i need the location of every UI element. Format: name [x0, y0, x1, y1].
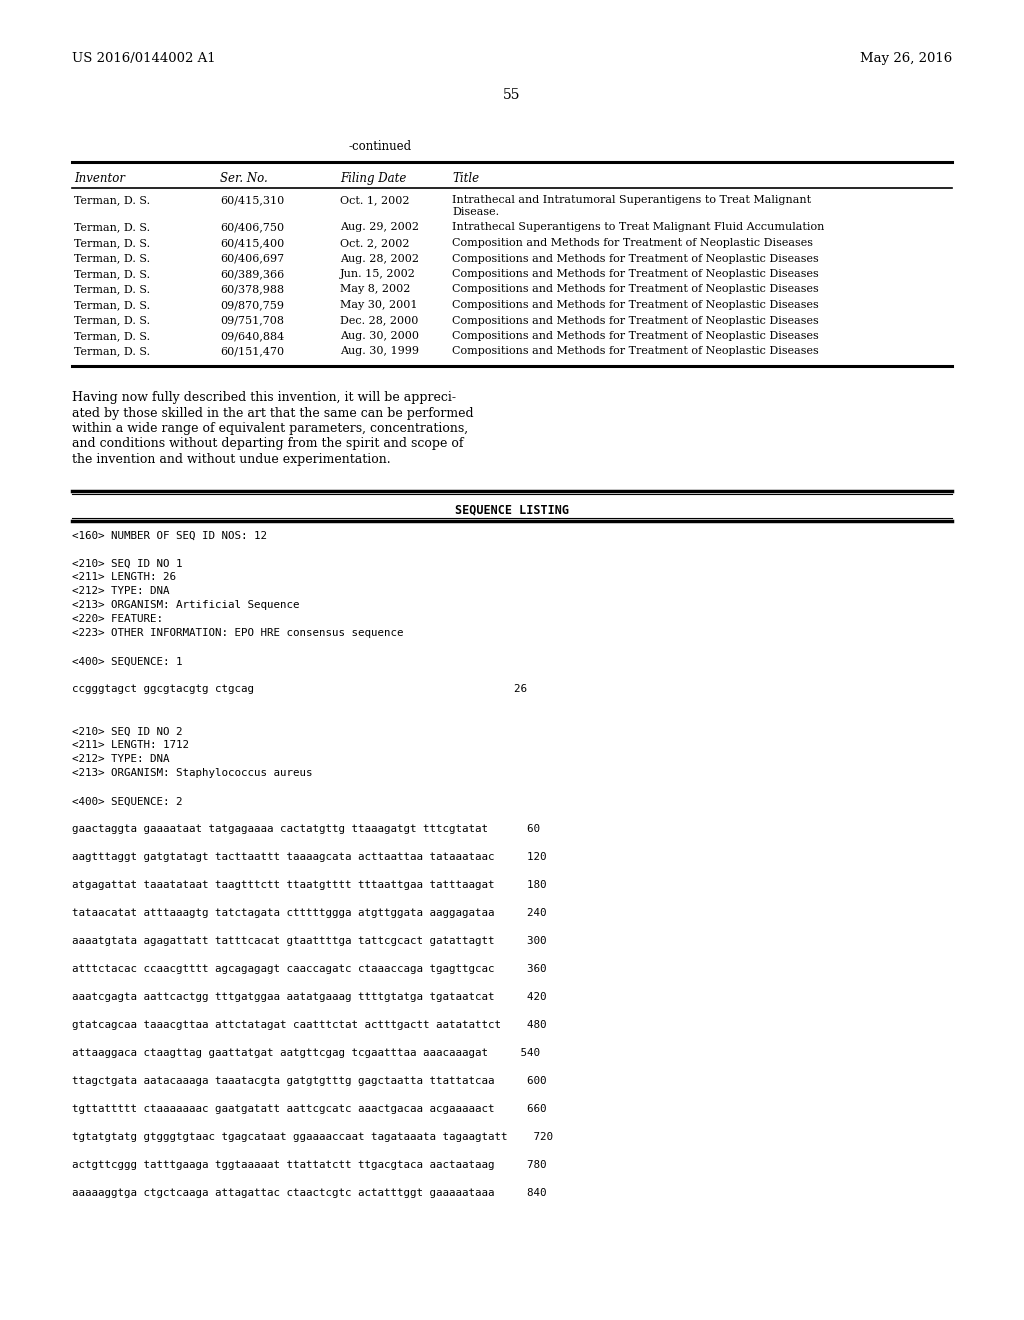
Text: May 8, 2002: May 8, 2002 [340, 285, 411, 294]
Text: Having now fully described this invention, it will be appreci-: Having now fully described this inventio… [72, 391, 456, 404]
Text: <400> SEQUENCE: 1: <400> SEQUENCE: 1 [72, 656, 182, 667]
Text: ated by those skilled in the art that the same can be performed: ated by those skilled in the art that th… [72, 407, 474, 420]
Text: aaaatgtata agagattatt tatttcacat gtaattttga tattcgcact gatattagtt     300: aaaatgtata agagattatt tatttcacat gtaattt… [72, 936, 547, 946]
Text: Intrathecal and Intratumoral Superantigens to Treat Malignant: Intrathecal and Intratumoral Superantige… [452, 195, 811, 205]
Text: actgttcggg tatttgaaga tggtaaaaat ttattatctt ttgacgtaca aactaataag     780: actgttcggg tatttgaaga tggtaaaaat ttattat… [72, 1160, 547, 1171]
Text: Compositions and Methods for Treatment of Neoplastic Diseases: Compositions and Methods for Treatment o… [452, 346, 819, 356]
Text: <212> TYPE: DNA: <212> TYPE: DNA [72, 755, 170, 764]
Text: 60/406,750: 60/406,750 [220, 223, 284, 232]
Text: May 26, 2016: May 26, 2016 [860, 51, 952, 65]
Text: Aug. 30, 2000: Aug. 30, 2000 [340, 331, 419, 341]
Text: ttagctgata aatacaaaga taaatacgta gatgtgtttg gagctaatta ttattatcaa     600: ttagctgata aatacaaaga taaatacgta gatgtgt… [72, 1077, 547, 1086]
Text: ccgggtagct ggcgtacgtg ctgcag                                        26: ccgggtagct ggcgtacgtg ctgcag 26 [72, 685, 527, 694]
Text: Dec. 28, 2000: Dec. 28, 2000 [340, 315, 419, 326]
Text: Compositions and Methods for Treatment of Neoplastic Diseases: Compositions and Methods for Treatment o… [452, 300, 819, 310]
Text: 55: 55 [503, 88, 521, 102]
Text: Aug. 29, 2002: Aug. 29, 2002 [340, 223, 419, 232]
Text: atgagattat taaatataat taagtttctt ttaatgtttt tttaattgaa tatttaagat     180: atgagattat taaatataat taagtttctt ttaatgt… [72, 880, 547, 891]
Text: Filing Date: Filing Date [340, 172, 407, 185]
Text: 60/389,366: 60/389,366 [220, 269, 285, 279]
Text: Terman, D. S.: Terman, D. S. [74, 223, 151, 232]
Text: 09/751,708: 09/751,708 [220, 315, 284, 326]
Text: gtatcagcaa taaacgttaa attctatagat caatttctat actttgactt aatatattct    480: gtatcagcaa taaacgttaa attctatagat caattt… [72, 1020, 547, 1031]
Text: 60/406,697: 60/406,697 [220, 253, 284, 264]
Text: Terman, D. S.: Terman, D. S. [74, 300, 151, 310]
Text: attaaggaca ctaagttag gaattatgat aatgttcgag tcgaatttaa aaacaaagat     540: attaaggaca ctaagttag gaattatgat aatgttcg… [72, 1048, 540, 1059]
Text: 60/415,400: 60/415,400 [220, 238, 285, 248]
Text: <212> TYPE: DNA: <212> TYPE: DNA [72, 586, 170, 597]
Text: Terman, D. S.: Terman, D. S. [74, 346, 151, 356]
Text: <220> FEATURE:: <220> FEATURE: [72, 615, 163, 624]
Text: May 30, 2001: May 30, 2001 [340, 300, 418, 310]
Text: Intrathecal Superantigens to Treat Malignant Fluid Accumulation: Intrathecal Superantigens to Treat Malig… [452, 223, 824, 232]
Text: Composition and Methods for Treatment of Neoplastic Diseases: Composition and Methods for Treatment of… [452, 238, 813, 248]
Text: <400> SEQUENCE: 2: <400> SEQUENCE: 2 [72, 796, 182, 807]
Text: Compositions and Methods for Treatment of Neoplastic Diseases: Compositions and Methods for Treatment o… [452, 285, 819, 294]
Text: Compositions and Methods for Treatment of Neoplastic Diseases: Compositions and Methods for Treatment o… [452, 331, 819, 341]
Text: 09/640,884: 09/640,884 [220, 331, 285, 341]
Text: Aug. 30, 1999: Aug. 30, 1999 [340, 346, 419, 356]
Text: tataacatat atttaaagtg tatctagata ctttttggga atgttggata aaggagataa     240: tataacatat atttaaagtg tatctagata ctttttg… [72, 908, 547, 919]
Text: Disease.: Disease. [452, 207, 499, 216]
Text: <213> ORGANISM: Staphylococcus aureus: <213> ORGANISM: Staphylococcus aureus [72, 768, 312, 779]
Text: tgtatgtatg gtgggtgtaac tgagcataat ggaaaaccaat tagataaata tagaagtatt    720: tgtatgtatg gtgggtgtaac tgagcataat ggaaaa… [72, 1133, 553, 1143]
Text: 60/378,988: 60/378,988 [220, 285, 284, 294]
Text: Terman, D. S.: Terman, D. S. [74, 253, 151, 264]
Text: aaatcgagta aattcactgg tttgatggaa aatatgaaag ttttgtatga tgataatcat     420: aaatcgagta aattcactgg tttgatggaa aatatga… [72, 993, 547, 1002]
Text: Compositions and Methods for Treatment of Neoplastic Diseases: Compositions and Methods for Treatment o… [452, 253, 819, 264]
Text: and conditions without departing from the spirit and scope of: and conditions without departing from th… [72, 437, 464, 450]
Text: SEQUENCE LISTING: SEQUENCE LISTING [455, 503, 569, 516]
Text: <213> ORGANISM: Artificial Sequence: <213> ORGANISM: Artificial Sequence [72, 601, 299, 610]
Text: Terman, D. S.: Terman, D. S. [74, 269, 151, 279]
Text: <210> SEQ ID NO 2: <210> SEQ ID NO 2 [72, 726, 182, 737]
Text: Terman, D. S.: Terman, D. S. [74, 285, 151, 294]
Text: aaaaaggtga ctgctcaaga attagattac ctaactcgtc actatttggt gaaaaataaa     840: aaaaaggtga ctgctcaaga attagattac ctaactc… [72, 1188, 547, 1199]
Text: <211> LENGTH: 26: <211> LENGTH: 26 [72, 573, 176, 582]
Text: within a wide range of equivalent parameters, concentrations,: within a wide range of equivalent parame… [72, 422, 468, 436]
Text: Compositions and Methods for Treatment of Neoplastic Diseases: Compositions and Methods for Treatment o… [452, 315, 819, 326]
Text: Ser. No.: Ser. No. [220, 172, 267, 185]
Text: atttctacac ccaacgtttt agcagagagt caaccagatc ctaaaccaga tgagttgcac     360: atttctacac ccaacgtttt agcagagagt caaccag… [72, 965, 547, 974]
Text: Terman, D. S.: Terman, D. S. [74, 331, 151, 341]
Text: <223> OTHER INFORMATION: EPO HRE consensus sequence: <223> OTHER INFORMATION: EPO HRE consens… [72, 628, 403, 639]
Text: Oct. 2, 2002: Oct. 2, 2002 [340, 238, 410, 248]
Text: tgttattttt ctaaaaaaac gaatgatatt aattcgcatc aaactgacaa acgaaaaact     660: tgttattttt ctaaaaaaac gaatgatatt aattcgc… [72, 1105, 547, 1114]
Text: Terman, D. S.: Terman, D. S. [74, 195, 151, 205]
Text: the invention and without undue experimentation.: the invention and without undue experime… [72, 453, 390, 466]
Text: 60/151,470: 60/151,470 [220, 346, 284, 356]
Text: <211> LENGTH: 1712: <211> LENGTH: 1712 [72, 741, 189, 751]
Text: Oct. 1, 2002: Oct. 1, 2002 [340, 195, 410, 205]
Text: Terman, D. S.: Terman, D. S. [74, 238, 151, 248]
Text: Aug. 28, 2002: Aug. 28, 2002 [340, 253, 419, 264]
Text: US 2016/0144002 A1: US 2016/0144002 A1 [72, 51, 216, 65]
Text: 09/870,759: 09/870,759 [220, 300, 284, 310]
Text: Compositions and Methods for Treatment of Neoplastic Diseases: Compositions and Methods for Treatment o… [452, 269, 819, 279]
Text: 60/415,310: 60/415,310 [220, 195, 285, 205]
Text: gaactaggta gaaaataat tatgagaaaa cactatgttg ttaaagatgt tttcgtatat      60: gaactaggta gaaaataat tatgagaaaa cactatgt… [72, 825, 540, 834]
Text: -continued: -continued [348, 140, 412, 153]
Text: Terman, D. S.: Terman, D. S. [74, 315, 151, 326]
Text: <210> SEQ ID NO 1: <210> SEQ ID NO 1 [72, 558, 182, 569]
Text: <160> NUMBER OF SEQ ID NOS: 12: <160> NUMBER OF SEQ ID NOS: 12 [72, 531, 267, 540]
Text: Jun. 15, 2002: Jun. 15, 2002 [340, 269, 416, 279]
Text: Title: Title [452, 172, 479, 185]
Text: Inventor: Inventor [74, 172, 125, 185]
Text: aagtttaggt gatgtatagt tacttaattt taaaagcata acttaattaa tataaataac     120: aagtttaggt gatgtatagt tacttaattt taaaagc… [72, 853, 547, 862]
